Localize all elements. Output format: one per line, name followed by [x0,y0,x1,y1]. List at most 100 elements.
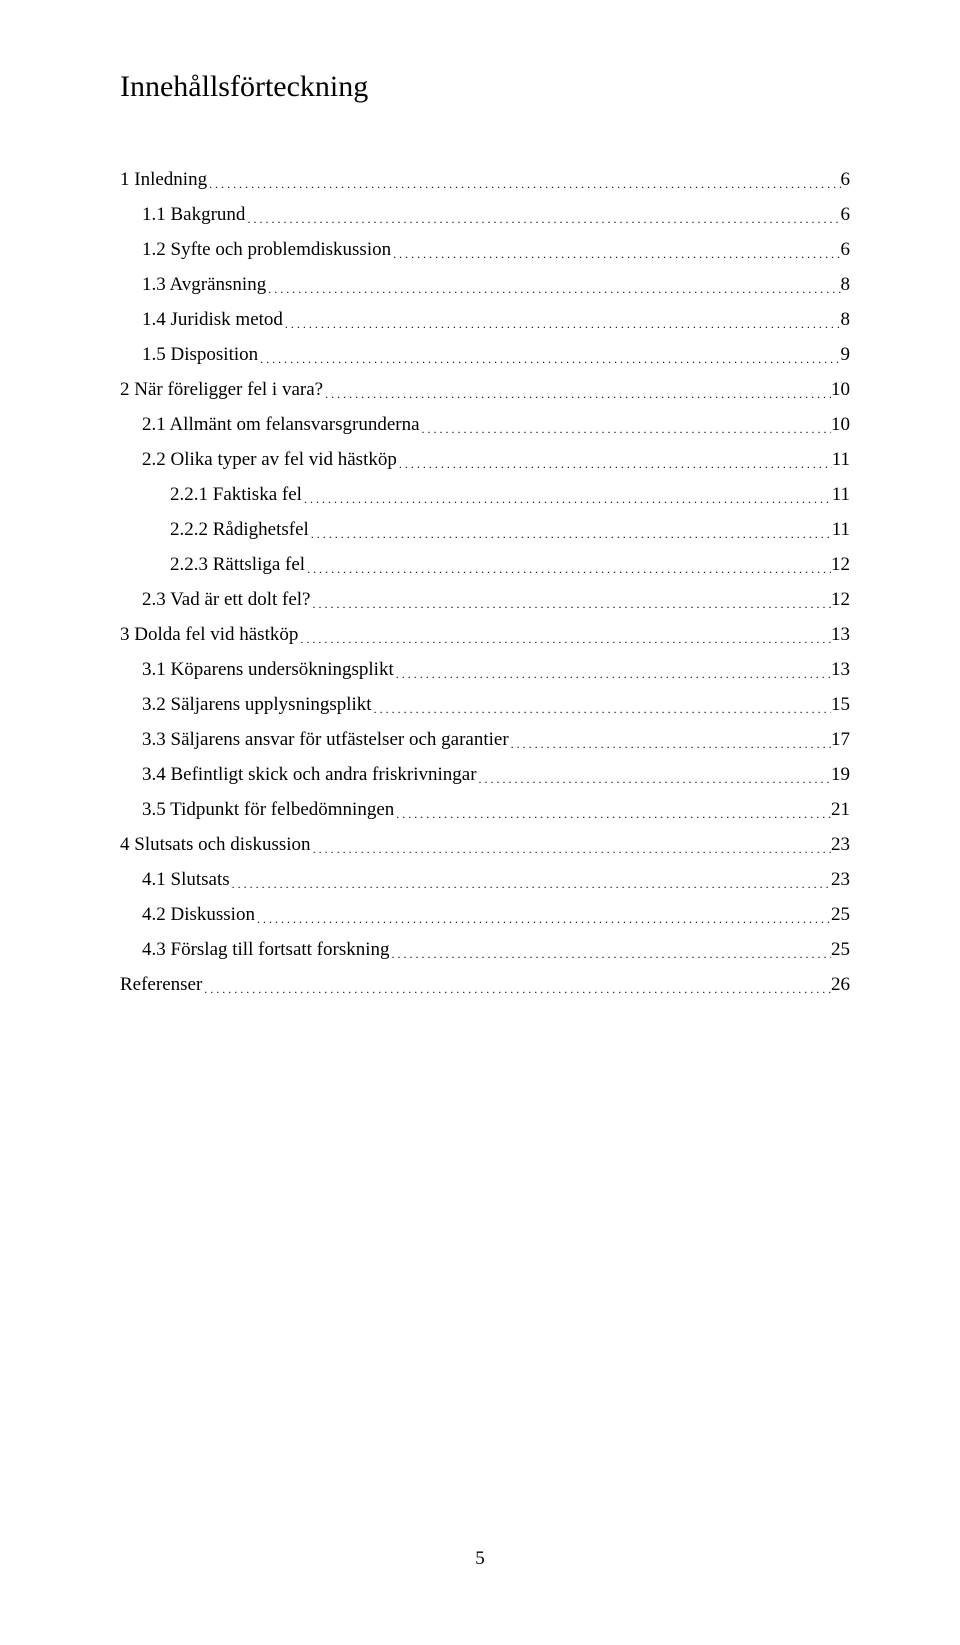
toc-leader-dots [477,763,831,792]
toc-entry: 3.1 Köparens undersökningsplikt 13 [120,654,850,687]
toc-entry-page: 17 [831,724,850,756]
toc-entry: 2.1 Allmänt om felansvarsgrunderna 10 [120,409,850,442]
toc-entry: 1.1 Bakgrund 6 [120,199,850,232]
toc-leader-dots [309,518,832,547]
toc-entry-page: 13 [831,654,850,686]
toc-entry-label: 1.1 Bakgrund [142,199,245,231]
toc-entry-label: 4.3 Förslag till fortsatt forskning [142,934,390,966]
toc-entry-label: 4.1 Slutsats [142,864,230,896]
toc-leader-dots [305,553,831,582]
toc-entry-page: 15 [831,689,850,721]
toc-leader-dots [372,693,831,722]
toc-entry-page: 23 [831,864,850,896]
toc-entry-page: 23 [831,829,850,861]
toc-entry: 2.2 Olika typer av fel vid hästköp 11 [120,444,850,477]
toc-entry-label: 2.1 Allmänt om felansvarsgrunderna [142,409,420,441]
toc-entry-page: 11 [832,444,850,476]
toc-entry: 1.4 Juridisk metod 8 [120,304,850,337]
toc-entry-label: 3.2 Säljarens upplysningsplikt [142,689,372,721]
toc-entry: 2.2.2 Rådighetsfel 11 [120,514,850,547]
toc-leader-dots [323,378,831,407]
toc-entry: 3.2 Säljarens upplysningsplikt 15 [120,689,850,722]
toc-entry-label: 1.2 Syfte och problemdiskussion [142,234,391,266]
toc-entry-page: 19 [831,759,850,791]
toc-leader-dots [230,868,831,897]
toc-entry: 4 Slutsats och diskussion 23 [120,829,850,862]
toc-entry-label: 2.2.2 Rådighetsfel [170,514,309,546]
toc-leader-dots [202,973,831,1002]
toc-leader-dots [420,413,831,442]
toc-entry-label: 2.2 Olika typer av fel vid hästköp [142,444,397,476]
toc-entry-page: 10 [831,374,850,406]
toc-entry: 4.2 Diskussion 25 [120,899,850,932]
toc-leader-dots [245,203,840,232]
table-of-contents: 1 Inledning61.1 Bakgrund61.2 Syfte och p… [120,164,850,1002]
toc-entry-label: 3.5 Tidpunkt för felbedömningen [142,794,394,826]
toc-leader-dots [258,343,840,372]
toc-entry: 2.3 Vad är ett dolt fel? 12 [120,584,850,617]
toc-entry: 4.3 Förslag till fortsatt forskning 25 [120,934,850,967]
toc-entry-label: 2.2.1 Faktiska fel [170,479,302,511]
toc-entry-label: 2.3 Vad är ett dolt fel? [142,584,311,616]
toc-entry: 2 När föreligger fel i vara? 10 [120,374,850,407]
toc-entry-label: 3.3 Säljarens ansvar för utfästelser och… [142,724,509,756]
toc-entry-label: 3 Dolda fel vid hästköp [120,619,298,651]
document-page: Innehållsförteckning 1 Inledning61.1 Bak… [0,0,960,1645]
toc-entry: 1.5 Disposition 9 [120,339,850,372]
toc-entry-page: 12 [831,549,850,581]
toc-entry-label: 1.5 Disposition [142,339,258,371]
toc-leader-dots [397,448,832,477]
toc-leader-dots [302,483,832,512]
toc-entry: 3 Dolda fel vid hästköp 13 [120,619,850,652]
toc-entry-page: 25 [831,899,850,931]
toc-entry-label: 4 Slutsats och diskussion [120,829,311,861]
toc-entry-page: 11 [832,479,850,511]
toc-leader-dots [311,588,832,617]
toc-entry: 3.5 Tidpunkt för felbedömningen 21 [120,794,850,827]
toc-entry: 4.1 Slutsats 23 [120,864,850,897]
toc-entry: Referenser 26 [120,969,850,1002]
toc-entry-page: 21 [831,794,850,826]
toc-entry-label: 1.4 Juridisk metod [142,304,283,336]
toc-entry: 1.3 Avgränsning 8 [120,269,850,302]
toc-entry-label: 3.1 Köparens undersökningsplikt [142,654,394,686]
toc-leader-dots [394,658,831,687]
toc-entry-page: 25 [831,934,850,966]
toc-entry-label: 3.4 Befintligt skick och andra friskrivn… [142,759,477,791]
toc-leader-dots [394,798,831,827]
toc-entry-label: Referenser [120,969,202,1001]
toc-leader-dots [298,623,831,652]
toc-entry: 2.2.3 Rättsliga fel 12 [120,549,850,582]
toc-entry-label: 2.2.3 Rättsliga fel [170,549,305,581]
toc-leader-dots [311,833,831,862]
toc-entry-page: 8 [841,269,851,301]
toc-entry-page: 6 [841,199,851,231]
toc-entry-page: 9 [841,339,851,371]
toc-entry: 1 Inledning 6 [120,164,850,197]
toc-leader-dots [207,168,840,197]
toc-leader-dots [391,238,840,267]
page-number: 5 [0,1548,960,1570]
toc-entry-label: 4.2 Diskussion [142,899,255,931]
toc-entry-page: 12 [831,584,850,616]
toc-entry-label: 1.3 Avgränsning [142,269,266,301]
toc-leader-dots [283,308,841,337]
toc-entry-page: 8 [841,304,851,336]
toc-entry-page: 6 [841,234,851,266]
toc-entry: 3.3 Säljarens ansvar för utfästelser och… [120,724,850,757]
toc-entry: 2.2.1 Faktiska fel 11 [120,479,850,512]
toc-entry-label: 2 När föreligger fel i vara? [120,374,323,406]
toc-leader-dots [390,938,831,967]
toc-entry-page: 10 [831,409,850,441]
toc-entry-page: 6 [841,164,851,196]
toc-leader-dots [255,903,831,932]
toc-leader-dots [266,273,840,302]
page-title: Innehållsförteckning [120,70,850,104]
toc-leader-dots [509,728,831,757]
toc-entry-page: 13 [831,619,850,651]
toc-entry-label: 1 Inledning [120,164,207,196]
toc-entry-page: 11 [832,514,850,546]
toc-entry-page: 26 [831,969,850,1001]
toc-entry: 3.4 Befintligt skick och andra friskrivn… [120,759,850,792]
toc-entry: 1.2 Syfte och problemdiskussion 6 [120,234,850,267]
